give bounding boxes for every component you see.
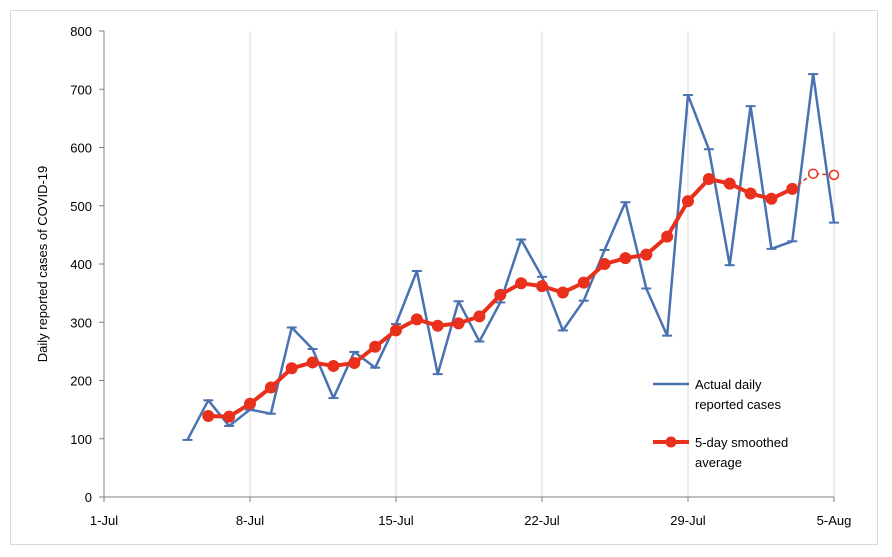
legend-marker-smoothed	[665, 436, 677, 448]
projected-point-marker	[828, 169, 840, 181]
legend: Actual daily reported cases 5-day smoothed…	[653, 377, 788, 470]
x-tick-label: 8-Jul	[236, 513, 264, 528]
gridlines	[249, 31, 835, 497]
smoothed-point-marker	[682, 195, 694, 208]
legend-label-smoothed-line2: average	[695, 455, 742, 470]
x-tick-label: 5-Aug	[817, 513, 852, 528]
y-tick-label: 0	[85, 490, 92, 505]
y-tick-label: 600	[70, 141, 92, 156]
y-axis-title: Daily reported cases of COVID-19	[35, 166, 50, 363]
y-tick-label: 200	[70, 374, 92, 389]
smoothed-point-marker	[556, 286, 569, 299]
tick-labels: 1-Jul 8-Jul 15-Jul 22-Jul 29-Jul 5-Aug 0 100 200…	[70, 24, 851, 528]
smoothed-point-marker	[723, 177, 736, 190]
smoothed-point-marker	[515, 277, 528, 290]
smoothed-point-marker	[452, 317, 465, 330]
y-tick-label: 300	[70, 315, 92, 330]
legend-label-actual-line1: Actual daily	[695, 377, 762, 392]
smoothed-point-marker	[306, 356, 319, 369]
y-tick-label: 700	[70, 82, 92, 97]
series-layer	[182, 72, 840, 441]
smoothed-point-marker	[702, 172, 715, 185]
smoothed-point-marker	[431, 319, 444, 332]
smoothed-point-marker	[536, 280, 548, 293]
smoothed-point-marker	[661, 230, 674, 243]
x-tick-label: 1-Jul	[90, 513, 118, 528]
smoothed-point-marker	[765, 192, 778, 205]
projected-point-marker	[807, 168, 819, 179]
smoothed-point-marker	[410, 313, 423, 326]
axes	[99, 30, 835, 502]
x-tick-label: 22-Jul	[524, 513, 560, 528]
smoothed-point-marker	[285, 362, 298, 375]
smoothed-point-marker	[577, 276, 590, 289]
smoothed-point-marker	[327, 359, 340, 372]
smoothed-point-marker	[202, 410, 215, 423]
smoothed-point-marker	[640, 248, 653, 261]
series-actual-line	[186, 72, 836, 441]
y-tick-label: 500	[70, 199, 92, 214]
smoothed-point-marker	[619, 252, 632, 265]
x-tick-label: 15-Jul	[378, 513, 414, 528]
smoothed-point-marker	[598, 258, 611, 270]
smoothed-point-marker	[473, 310, 486, 323]
legend-label-smoothed-line1: 5-day smoothed	[695, 435, 788, 450]
y-tick-label: 800	[70, 24, 92, 39]
smoothed-point-marker	[744, 187, 757, 200]
series-projected-line	[791, 172, 835, 190]
smoothed-point-marker	[390, 324, 402, 337]
y-tick-label: 400	[70, 257, 92, 272]
smoothed-point-marker	[223, 410, 236, 423]
smoothed-point-marker	[494, 288, 507, 301]
legend-label-actual-line2: reported cases	[695, 397, 781, 412]
chart-frame	[10, 10, 878, 545]
y-tick-label: 100	[70, 432, 92, 447]
smoothed-point-marker	[264, 381, 277, 394]
smoothed-point-marker	[244, 397, 256, 410]
x-tick-label: 29-Jul	[670, 513, 706, 528]
smoothed-point-marker	[369, 340, 382, 353]
smoothed-point-marker	[348, 357, 361, 370]
